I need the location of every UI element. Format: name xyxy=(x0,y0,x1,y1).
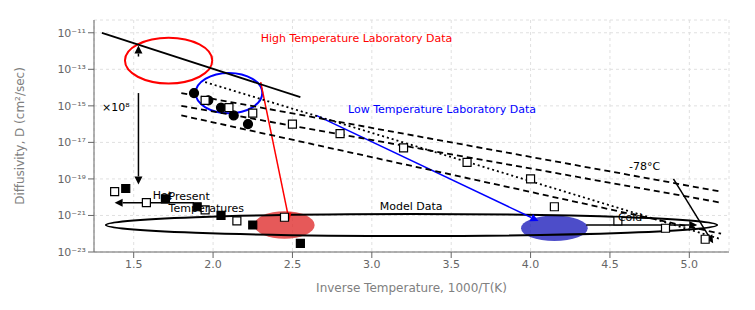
svg-text:-78°C: -78°C xyxy=(629,160,660,173)
svg-text:4.5: 4.5 xyxy=(601,258,619,271)
svg-text:4.0: 4.0 xyxy=(522,258,540,271)
svg-text:Inverse Temperature, 1000/T(K): Inverse Temperature, 1000/T(K) xyxy=(316,281,507,295)
svg-text:Hot: Hot xyxy=(152,189,173,202)
svg-text:2.0: 2.0 xyxy=(204,258,222,271)
svg-text:3.0: 3.0 xyxy=(363,258,381,271)
svg-text:5.0: 5.0 xyxy=(681,258,699,271)
svg-text:10⁻²³: 10⁻²³ xyxy=(57,246,86,259)
svg-text:10⁻¹¹: 10⁻¹¹ xyxy=(57,27,86,40)
svg-text:3.5: 3.5 xyxy=(442,258,460,271)
svg-text:×10⁸: ×10⁸ xyxy=(102,101,130,114)
svg-text:Cold: Cold xyxy=(618,211,642,224)
svg-text:PresentTemperatures: PresentTemperatures xyxy=(168,190,245,215)
svg-text:Model Data: Model Data xyxy=(380,200,443,213)
svg-text:2.5: 2.5 xyxy=(284,258,302,271)
svg-text:10⁻¹⁷: 10⁻¹⁷ xyxy=(57,136,86,149)
svg-text:10⁻²¹: 10⁻²¹ xyxy=(57,209,86,222)
svg-text:Low Temperature Laboratory Dat: Low Temperature Laboratory Data xyxy=(348,103,536,116)
svg-text:10⁻¹⁵: 10⁻¹⁵ xyxy=(57,100,86,113)
svg-text:Diffusivity, D (cm²/sec): Diffusivity, D (cm²/sec) xyxy=(13,67,27,205)
svg-text:10⁻¹⁹: 10⁻¹⁹ xyxy=(57,173,86,186)
svg-text:1.5: 1.5 xyxy=(125,258,143,271)
svg-text:10⁻¹³: 10⁻¹³ xyxy=(57,63,86,76)
svg-text:High Temperature Laboratory Da: High Temperature Laboratory Data xyxy=(261,32,453,45)
